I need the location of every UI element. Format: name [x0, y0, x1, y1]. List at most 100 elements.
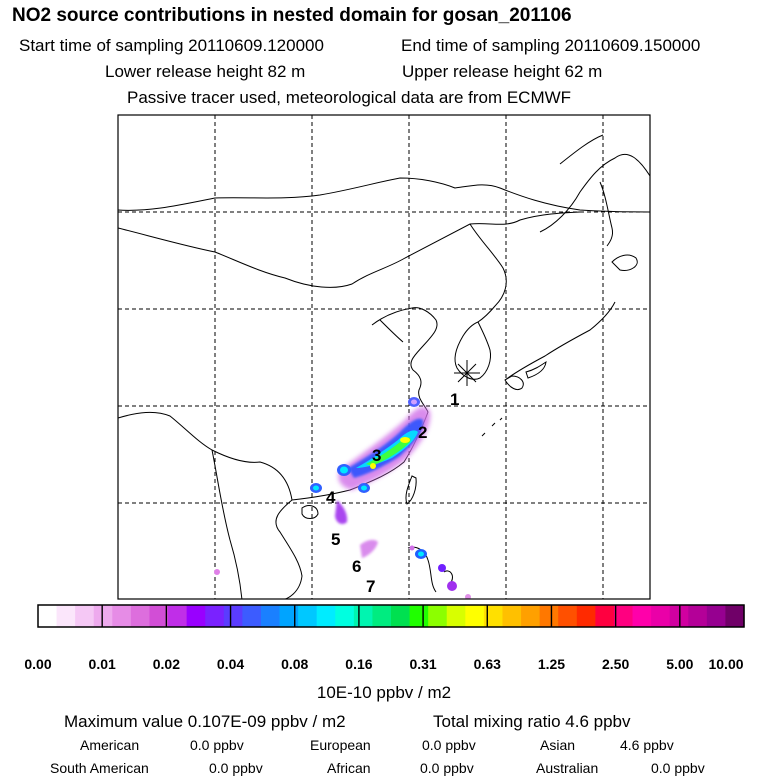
american-label: American — [80, 737, 140, 753]
legend-dividers — [101, 605, 681, 627]
legend-color-cell — [613, 605, 634, 627]
russia-coast — [539, 153, 650, 233]
plume-core-green — [366, 437, 411, 466]
legend-color-cell — [205, 605, 225, 627]
legend-color-cell — [279, 605, 299, 627]
legend-color-cell — [446, 605, 466, 627]
plume-north-blob-core — [411, 399, 417, 405]
legend-color-cell — [298, 605, 318, 627]
legend-color-cell — [391, 605, 411, 627]
indochina-border — [118, 411, 293, 501]
map-panel — [118, 115, 650, 599]
australian-value: 0.0 ppbv — [651, 760, 705, 776]
plume-streak-south — [335, 500, 348, 524]
legend-color-cell — [576, 605, 596, 627]
manchuria-border — [469, 223, 507, 323]
track-label-3: 3 — [372, 446, 381, 465]
legend-color-cell — [223, 605, 243, 627]
asian-label: Asian — [540, 737, 576, 753]
plume-luzon-spot-b — [447, 581, 457, 591]
legend-color-cell — [483, 605, 504, 627]
plume-luzon-spot-c — [409, 545, 415, 551]
european-value: 0.0 ppbv — [422, 737, 476, 753]
african-label: African — [327, 760, 371, 776]
south-american-label: South American — [50, 760, 149, 776]
legend-color-cell — [56, 605, 76, 627]
legend-tick-label: 0.16 — [345, 656, 373, 672]
legend-color-cell — [93, 605, 113, 627]
legend-color-cell — [335, 605, 355, 627]
end-time-text: End time of sampling 20110609.150000 — [401, 36, 701, 55]
track-label-5: 5 — [331, 530, 340, 549]
upper-height-text: Upper release height 62 m — [402, 62, 603, 81]
legend-color-cell — [409, 605, 429, 627]
legend-units: 10E-10 ppbv / m2 — [316, 683, 452, 702]
south-american-value: 0.0 ppbv — [209, 760, 263, 776]
sea-of-okhotsk-coast — [559, 134, 604, 165]
lower-height-text: Lower release height 82 m — [105, 62, 306, 81]
legend-color-cell — [706, 605, 727, 627]
legend-color-cell — [558, 605, 578, 627]
mongolia-border — [118, 211, 581, 288]
american-value: 0.0 ppbv — [190, 737, 244, 753]
legend-tick-label: 1.25 — [537, 656, 566, 672]
european-label: European — [310, 737, 371, 753]
legend-color-cell — [75, 605, 95, 627]
lat-lon-grid — [118, 115, 650, 599]
plume-luzon-spot-a — [438, 564, 446, 572]
start-time-text: Start time of sampling 20110609.120000 — [19, 36, 324, 55]
legend-color-cell — [502, 605, 522, 627]
legend-tick-label: 0.31 — [409, 656, 437, 672]
track-label-7: 7 — [366, 577, 375, 596]
korea-peninsula — [454, 321, 491, 380]
legend-color-cell — [688, 605, 708, 627]
japan-hokkaido — [611, 254, 638, 271]
taiwan-island — [405, 475, 417, 505]
legend-tick-label: 0.00 — [24, 656, 52, 672]
indochina-inner-border — [211, 449, 243, 599]
australian-label: Australian — [536, 760, 599, 776]
legend-color-cell — [632, 605, 652, 627]
track-labels: 1 2 3 4 5 6 7 — [326, 390, 459, 596]
map-frame — [117, 114, 651, 600]
plume-mid-blob-core — [340, 466, 348, 474]
track-label-4: 4 — [326, 488, 336, 507]
legend-color-cell — [242, 605, 262, 627]
legend-color-cell — [651, 605, 671, 627]
plume-east-blob-core — [361, 485, 367, 491]
legend-color-cell — [38, 605, 58, 627]
legend-tick-label: 10.00 — [708, 656, 744, 672]
northern-border — [118, 177, 650, 213]
legend-color-cell — [186, 605, 206, 627]
japan-honshu — [504, 301, 616, 381]
legend-tick-label: 0.02 — [152, 656, 180, 672]
map-title: NO2 source contributions in nested domai… — [12, 5, 572, 26]
plume-peak — [400, 437, 410, 443]
legend-color-cell — [725, 605, 745, 627]
maximum-value-text: Maximum value 0.107E-09 ppbv / m2 — [64, 712, 346, 731]
asterisk-icon — [454, 360, 480, 386]
legend-color-cell — [521, 605, 541, 627]
legend-tick-label: 0.04 — [216, 656, 245, 672]
legend-color-cell — [168, 605, 188, 627]
bohai-coast — [379, 319, 404, 343]
legend-tick-label: 0.08 — [281, 656, 309, 672]
legend-color-cell — [260, 605, 281, 627]
tracer-note-text: Passive tracer used, meteorological data… — [127, 88, 572, 107]
okinawa-islands — [481, 417, 503, 437]
plume-streak-se — [360, 539, 378, 558]
legend-tick-label: 0.01 — [88, 656, 116, 672]
no2-plume — [214, 397, 471, 599]
legend-color-cell — [130, 605, 151, 627]
plume-sea-spot — [465, 594, 471, 599]
legend-tick-label: 2.50 — [602, 656, 630, 672]
plume-peak-secondary — [370, 463, 376, 469]
legend-tick-label: 5.00 — [666, 656, 694, 672]
release-site-marker — [454, 360, 480, 386]
legend-color-cell — [595, 605, 615, 627]
legend-colorbar — [38, 605, 745, 627]
legend-tick-label: 0.63 — [473, 656, 501, 672]
total-mixing-ratio-text: Total mixing ratio 4.6 ppbv — [433, 712, 631, 731]
track-label-2: 2 — [418, 423, 427, 442]
